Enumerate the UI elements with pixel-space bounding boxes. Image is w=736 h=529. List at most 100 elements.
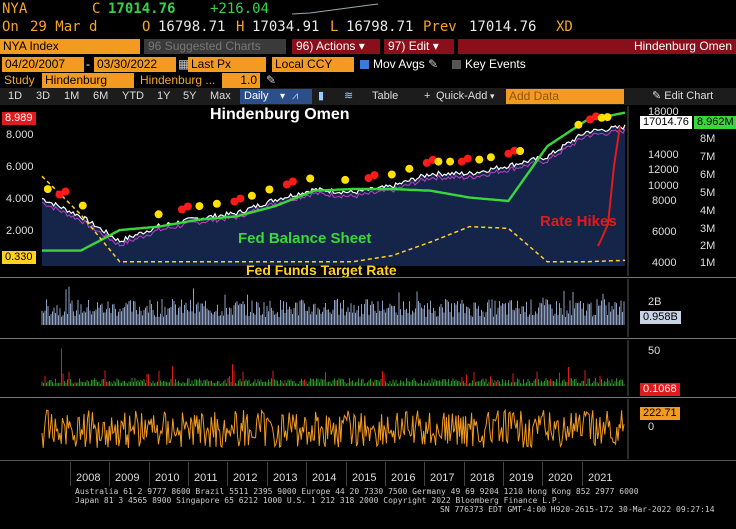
sheet-axis-tick: 5M: [700, 187, 716, 199]
chart-toolbar: [0, 88, 736, 105]
x-axis-tick: [306, 462, 307, 486]
chevron-down-icon: ▾: [358, 39, 365, 53]
last-price: 17014.76: [108, 1, 176, 17]
balance-sheet-line: [42, 111, 626, 252]
prev-label: Prev: [423, 19, 457, 35]
omen-marker: [370, 171, 379, 180]
period-6m[interactable]: 6M: [93, 90, 109, 102]
left-axis-tick: 6.000: [6, 161, 34, 173]
study-select[interactable]: Hindenburg: [42, 73, 134, 88]
edit-chart-label: Edit Chart: [664, 90, 714, 102]
suggested-charts-button[interactable]: 96 Suggested Charts: [144, 39, 286, 54]
period-max[interactable]: Max: [210, 90, 231, 102]
x-axis-tick: [385, 462, 386, 486]
omen-marker: [603, 113, 612, 122]
period-1m[interactable]: 1M: [64, 90, 80, 102]
currency-select[interactable]: Local CCY: [272, 57, 354, 72]
funds-rate-line: [41, 175, 625, 263]
price-axis-tick: 8000: [652, 195, 677, 207]
add-data-placeholder: Add Data: [509, 89, 560, 103]
edit-chart-button[interactable]: ✎ Edit Chart: [652, 88, 713, 105]
chevron-down-icon: ▾: [280, 91, 286, 102]
left-axis-tick: 4.000: [6, 193, 34, 205]
x-axis-tick: [227, 462, 228, 486]
omen-marker: [486, 153, 495, 162]
start-date-field[interactable]: 04/20/2007: [2, 57, 84, 72]
panel-divider: [0, 338, 736, 339]
date-separator: -: [86, 57, 90, 71]
omen-marker: [177, 205, 186, 214]
pencil-icon: ✎: [652, 90, 662, 102]
bar-chart-icon[interactable]: ▮: [318, 90, 325, 102]
footer-line: Japan 81 3 4565 8900 Singapore 65 6212 1…: [75, 496, 562, 505]
last-label: C: [92, 1, 101, 17]
price-tag: 17014.76: [640, 116, 692, 129]
footer-line: SN 776373 EDT GMT-4:00 H920-2615-172 30-…: [440, 505, 715, 514]
suggested-charts-label: Suggested Charts: [164, 39, 261, 53]
omen-marker: [510, 146, 519, 155]
security-field[interactable]: NYA Index: [0, 39, 140, 54]
sheet-axis-tick: 6M: [700, 169, 716, 181]
x-axis-label: 2013: [273, 472, 298, 484]
line-chart-icon: ⩘: [292, 90, 299, 102]
study-value-field[interactable]: 1.0: [222, 73, 260, 88]
mov-avgs-label: Mov Avgs: [373, 57, 425, 71]
x-axis-tick: [188, 462, 189, 486]
x-axis-label: 2011: [194, 472, 218, 484]
volume-axis-tick: 2B: [648, 296, 662, 308]
x-axis-tick: [464, 462, 465, 486]
date-label: On: [2, 19, 19, 35]
add-data-input[interactable]: Add Data: [506, 89, 624, 104]
omen-marker: [154, 210, 163, 219]
frequency-value: Daily: [244, 90, 269, 102]
omen-marker: [597, 113, 606, 122]
key-events-toggle[interactable]: Key Events: [452, 57, 526, 72]
omen-indicator-panel: [41, 340, 629, 396]
omen-marker: [463, 154, 472, 163]
omen-marker: [475, 155, 484, 164]
period-1y[interactable]: 1Y: [157, 90, 171, 102]
pencil-icon[interactable]: ✎: [266, 73, 277, 87]
oscillator-axis-tick: 0: [648, 421, 655, 433]
moving-average-line: [41, 128, 626, 247]
left-axis-tick: 8.000: [6, 129, 34, 141]
balance-sheet-tag: 8.962M: [694, 116, 736, 129]
change: +216.04: [210, 1, 270, 17]
period-ytd[interactable]: YTD: [122, 90, 144, 102]
volume-panel: [41, 279, 629, 337]
calendar-icon[interactable]: ▦: [178, 57, 190, 71]
x-axis-label: 2015: [352, 472, 377, 484]
quote-date: 29 Mar d: [30, 19, 98, 35]
checkbox-unchecked-icon: [452, 60, 461, 69]
table-button[interactable]: Table: [372, 90, 399, 102]
x-axis-label: 2008: [76, 472, 101, 484]
key-events-label: Key Events: [465, 57, 526, 71]
x-axis-label: 2017: [430, 472, 455, 484]
frequency-select[interactable]: Daily ▾ ⩘: [240, 89, 312, 104]
omen-marker: [43, 185, 52, 194]
omen-marker: [364, 174, 373, 183]
edit-menu[interactable]: 97) Edit ▾: [384, 39, 454, 54]
omen-marker: [457, 157, 466, 166]
period-1d[interactable]: 1D: [8, 90, 23, 102]
mov-avgs-toggle[interactable]: Mov Avgs ✎: [360, 57, 438, 72]
x-axis-label: 2021: [588, 472, 613, 484]
x-axis-label: 2020: [548, 472, 573, 484]
quick-add-button[interactable]: Quick-Add: [436, 90, 488, 102]
pencil-icon[interactable]: ✎: [428, 57, 439, 71]
price-axis-tick: 12000: [648, 164, 679, 176]
omen-marker: [341, 175, 350, 184]
panel-divider: [0, 397, 736, 398]
x-axis-tick: [70, 462, 71, 486]
chart-style-icon[interactable]: ≋: [344, 90, 354, 102]
period-5y[interactable]: 5Y: [183, 90, 197, 102]
period-3d[interactable]: 3D: [36, 90, 51, 102]
currency-value: Local CCY: [275, 57, 333, 71]
x-axis-tick: [582, 462, 583, 486]
price-area: [42, 124, 625, 266]
actions-menu[interactable]: 96) Actions ▾: [292, 39, 380, 54]
left-axis-tick: 2.000: [6, 225, 34, 237]
chart-title-bar: Hindenburg Omen: [458, 39, 736, 54]
field-select[interactable]: Last Px: [188, 57, 266, 72]
end-date-field[interactable]: 03/30/2022: [94, 57, 176, 72]
